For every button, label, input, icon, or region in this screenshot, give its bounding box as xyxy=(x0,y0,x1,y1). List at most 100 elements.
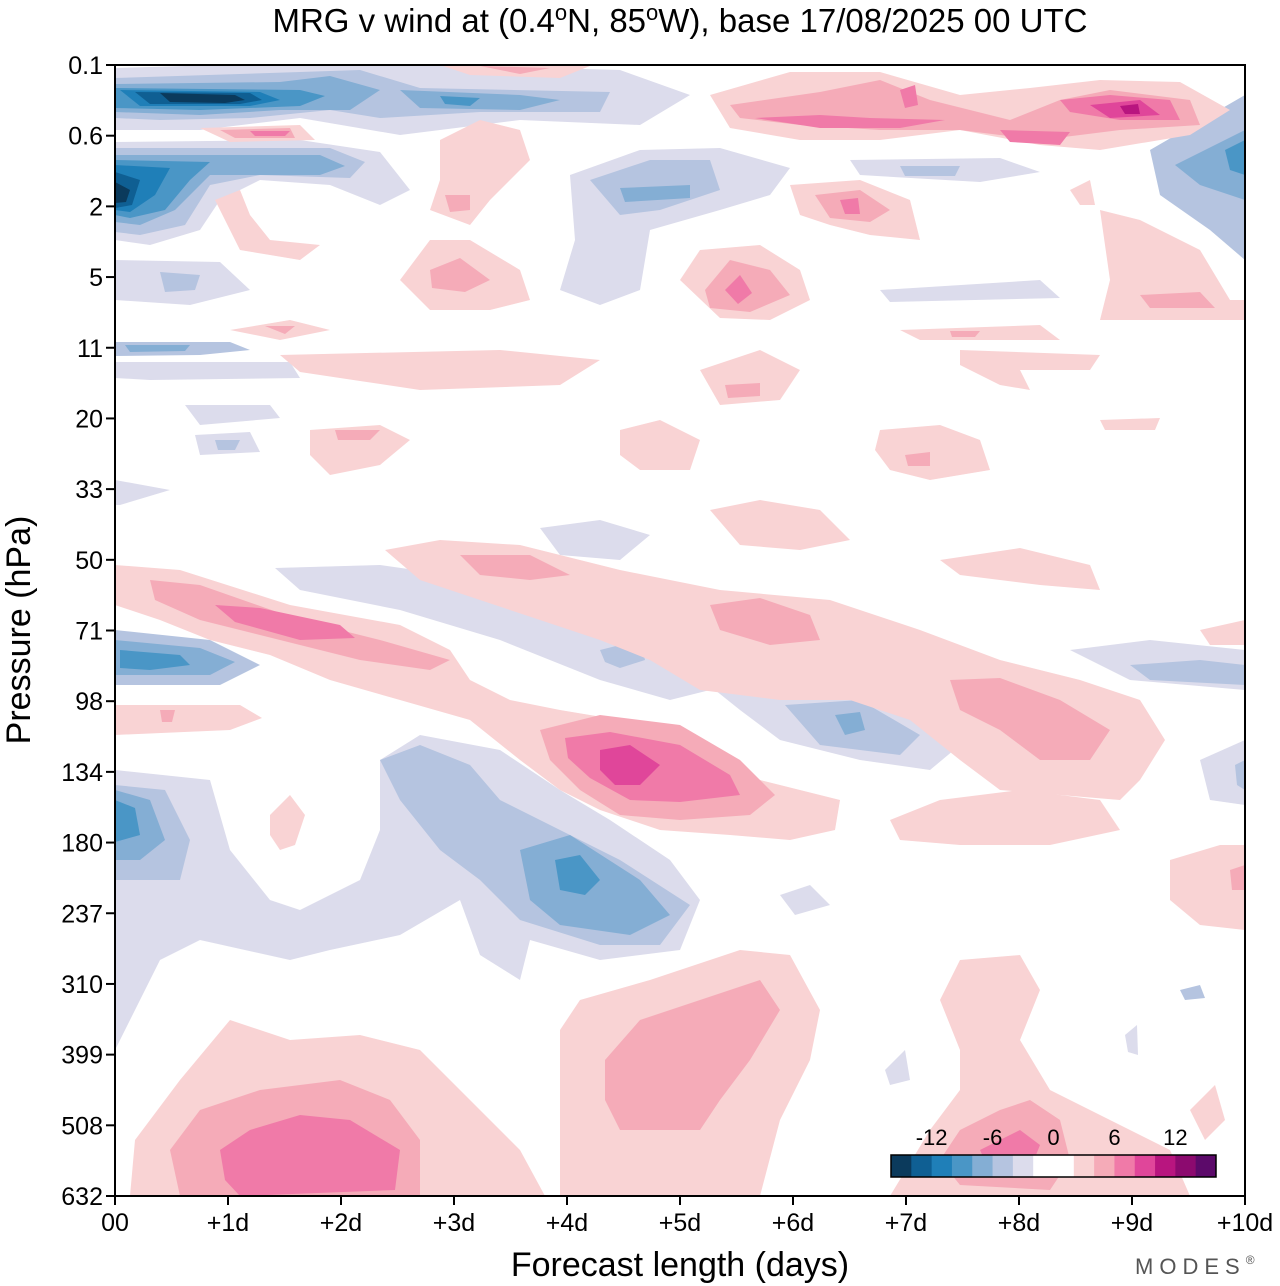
colorbar-frame xyxy=(890,1154,1217,1178)
x-tick-label: +10d xyxy=(1217,1209,1273,1237)
contour-neg-399-a xyxy=(885,1050,910,1085)
contour-pos-400hpa-lvl2 xyxy=(605,980,780,1130)
contour-field xyxy=(115,65,1245,1196)
x-tick-label: +4d xyxy=(546,1209,588,1237)
y-axis: 0.1 0.6 2 5 11 20 33 50 71 98 134 180 237 310 399 508 63… xyxy=(61,52,115,1211)
colorbar-label: 12 xyxy=(1163,1125,1187,1150)
contour-pos-90hpa-r-lvl1 xyxy=(950,678,1110,760)
contour-pos-20hpa-r xyxy=(1100,418,1160,430)
x-tick-label: +5d xyxy=(659,1209,701,1237)
y-tick-label: 310 xyxy=(61,971,103,999)
y-tick-label: 134 xyxy=(61,759,103,787)
colorbar-swatch xyxy=(1033,1155,1054,1177)
contour-neg-399-b xyxy=(1125,1025,1138,1055)
contour-neg-5hpa-left2 xyxy=(160,272,200,292)
contour-neg-2hpa-lvl7 xyxy=(115,182,130,203)
contour-pos-2hpa-mid-lvl1 xyxy=(430,120,530,225)
colorbar-label: 6 xyxy=(1108,1125,1120,1150)
colorbar-label: 0 xyxy=(1047,1125,1059,1150)
contour-neg-lower-right xyxy=(1200,740,1245,805)
x-axis-title: Forecast length (days) xyxy=(511,1246,849,1284)
colorbar-swatch xyxy=(1114,1155,1136,1177)
contour-neg-top-lvl7 xyxy=(160,93,245,103)
contour-pos-5hpa-lvl3 xyxy=(725,275,752,304)
contour-neg-80hpa-right-lvl2 xyxy=(1130,660,1245,685)
colorbar-label: -12 xyxy=(916,1125,948,1150)
contour-pos-25hpa-b xyxy=(620,420,700,470)
contour-pos-50hpa-band-lvl1 xyxy=(385,540,1165,800)
contour-pos-50hpa-a xyxy=(940,548,1100,590)
contour-neg-lower-lvl4 xyxy=(115,800,140,842)
contour-neg-310-b xyxy=(1180,985,1205,1000)
contour-pos-11hpa-b xyxy=(265,326,295,334)
contour-pos-25hpa-a xyxy=(310,425,410,475)
contour-pos-200hpa-r2 xyxy=(1230,865,1245,890)
contour-pos-5hpa-r xyxy=(1100,210,1245,320)
contour-neg-right-top-lvl3 xyxy=(1225,140,1245,175)
y-axis-title: Pressure (hPa) xyxy=(0,516,38,745)
contour-pos-11hpa-c2 xyxy=(950,331,980,337)
contour-neg-14hpa-strip xyxy=(115,362,300,380)
contour-neg-5hpa-strip xyxy=(880,280,1060,302)
y-tick-label: 11 xyxy=(77,335,103,363)
contour-pos-2hpa-r xyxy=(1070,180,1095,205)
contour-pos-5hpa-r2 xyxy=(1140,292,1215,308)
contour-pos-11hpa-strip xyxy=(280,350,600,390)
y-tick-label: 33 xyxy=(75,476,103,504)
contour-pos-upper-right-lvl3c xyxy=(900,85,918,108)
contour-pos-upper-right-lvl2b xyxy=(1000,130,1070,145)
contour-pos-2hpa-a xyxy=(215,190,320,260)
contour-pos-20hpa-a xyxy=(700,350,800,405)
contour-neg-50hpa-a xyxy=(540,520,650,560)
brand-logo: MODES® xyxy=(1135,1253,1261,1279)
colorbar-swatch xyxy=(1134,1155,1156,1177)
contour-pos-71hpa-b-lvl2 xyxy=(710,598,820,645)
contour-neg-lower-lvl4b xyxy=(555,855,600,895)
colorbar-swatch xyxy=(1012,1155,1034,1177)
colorbar-swatch xyxy=(1155,1155,1176,1177)
contour-pos-71hpa-r xyxy=(1200,620,1245,645)
contour-neg-80hpa-left-lvl3 xyxy=(120,650,190,670)
y-tick-label: 98 xyxy=(75,688,103,716)
y-tick-label: 399 xyxy=(61,1042,103,1070)
contour-neg-50hpa-band xyxy=(275,565,710,700)
contour-neg-11hpa-strip2 xyxy=(125,345,190,352)
y-tick-label: 50 xyxy=(75,547,103,575)
contour-pos-upper-right-lvl5 xyxy=(1120,104,1140,114)
contour-neg-20hpa-a xyxy=(185,405,280,425)
y-tick-label: 0.1 xyxy=(68,52,103,80)
contour-pos-surface-lvl3 xyxy=(220,1115,400,1196)
colorbar-swatch xyxy=(891,1155,912,1177)
contour-pos-top-b xyxy=(480,66,550,74)
y-tick-label: 508 xyxy=(61,1112,103,1140)
contour-neg-33hpa-a xyxy=(115,480,170,505)
contour-neg-237-a xyxy=(780,885,830,915)
contour-pos-40hpa-a xyxy=(710,500,850,550)
contour-pos-140hpa-r xyxy=(890,790,1120,845)
colorbar-swatch xyxy=(1175,1155,1197,1177)
contour-neg-lower-right2 xyxy=(1235,760,1245,790)
colorbar-swatch xyxy=(911,1155,933,1177)
x-tick-label: +7d xyxy=(885,1209,927,1237)
x-tick-label: +1d xyxy=(207,1209,249,1237)
contour-pos-134hpa-lvl4 xyxy=(600,745,660,785)
colorbar-swatch xyxy=(931,1155,953,1177)
contour-pos-25hpa-c2 xyxy=(905,452,930,466)
colorbar-swatch xyxy=(1053,1155,1075,1177)
contour-neg-top-b2 xyxy=(440,96,480,106)
colorbar-swatch xyxy=(992,1155,1014,1177)
contour-pos-160hpa-a xyxy=(270,795,305,850)
y-tick-label: 5 xyxy=(89,264,103,292)
contour-neg-top-b1 xyxy=(400,90,560,110)
x-axis: 00 +1d +2d +3d +4d +5d +6d +7d +8d +9d +10d xyxy=(101,1196,1273,1237)
x-tick-label: +2d xyxy=(320,1209,362,1237)
y-tick-label: 0.6 xyxy=(68,123,103,151)
contour-neg-lower-left-lvl1 xyxy=(115,735,700,1050)
contour-pos-upper-right-lvl3 xyxy=(755,115,945,128)
colorbar: -12 -6 0 6 12 xyxy=(890,1125,1217,1178)
contour-neg-3day-lvl3 xyxy=(620,185,690,202)
contour-neg-right-top-lvl2 xyxy=(1175,130,1245,200)
contour-pos-14hpa-a xyxy=(960,350,1100,390)
contour-pos-5hpa-mid-lvl2 xyxy=(430,258,490,292)
